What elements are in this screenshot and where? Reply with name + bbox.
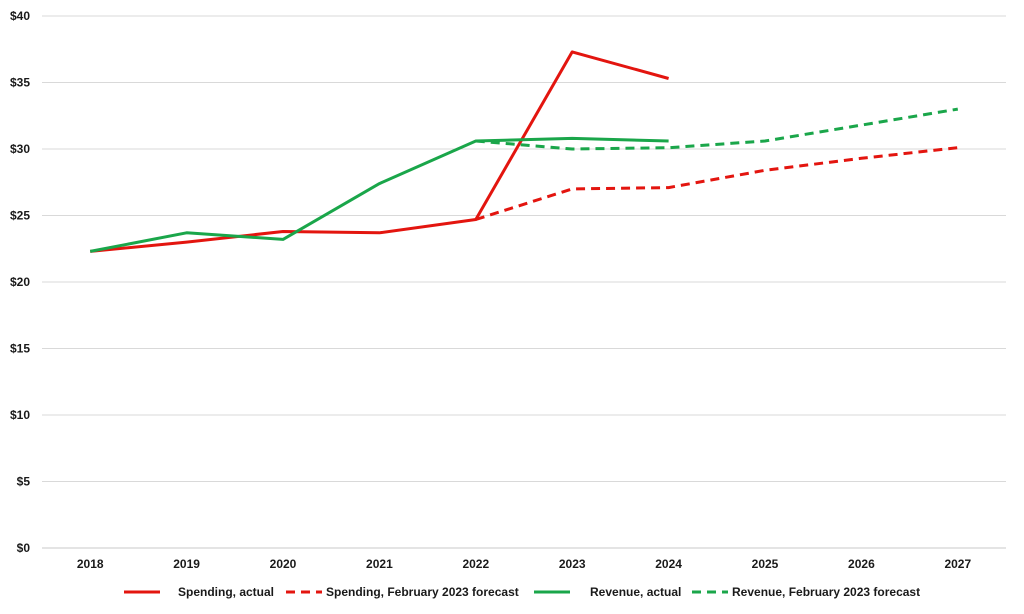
y-tick-label: $35 — [10, 76, 30, 90]
y-tick-label: $10 — [10, 408, 30, 422]
x-tick-label: 2019 — [173, 557, 200, 571]
gridlines — [42, 15, 1006, 549]
y-tick-label: $20 — [10, 275, 30, 289]
y-tick-label: $30 — [10, 142, 30, 156]
x-tick-label: 2018 — [77, 557, 104, 571]
legend: Spending, actual Spending, February 2023 … — [124, 585, 920, 599]
x-tick-label: 2023 — [559, 557, 586, 571]
x-tick-label: 2020 — [270, 557, 297, 571]
legend-label: Revenue, February 2023 forecast — [732, 585, 920, 599]
y-tick-label: $0 — [17, 541, 31, 555]
y-tick-label: $40 — [10, 9, 30, 23]
y-tick-label: $25 — [10, 209, 30, 223]
x-tick-label: 2025 — [752, 557, 779, 571]
legend-label: Spending, actual — [178, 585, 274, 599]
series-line-2 — [475, 146, 958, 221]
x-tick-label: 2024 — [655, 557, 682, 571]
y-tick-label: $5 — [17, 475, 31, 489]
series-line-1 — [90, 50, 669, 253]
series-line-4 — [475, 107, 959, 151]
y-axis: $0 $5 $10 $15 $20 $25 $30 $35 $40 — [10, 9, 30, 555]
legend-label: Spending, February 2023 forecast — [326, 585, 519, 599]
x-axis: 2018 2019 2020 2021 2022 2023 2024 2025 2026 2027 — [77, 557, 972, 571]
x-tick-label: 2022 — [462, 557, 489, 571]
series-line-3 — [89, 136, 669, 253]
series-lines — [89, 50, 959, 253]
y-tick-label: $15 — [10, 342, 30, 356]
x-tick-label: 2021 — [366, 557, 393, 571]
x-tick-label: 2027 — [944, 557, 971, 571]
x-tick-label: 2026 — [848, 557, 875, 571]
legend-label: Revenue, actual — [590, 585, 681, 599]
